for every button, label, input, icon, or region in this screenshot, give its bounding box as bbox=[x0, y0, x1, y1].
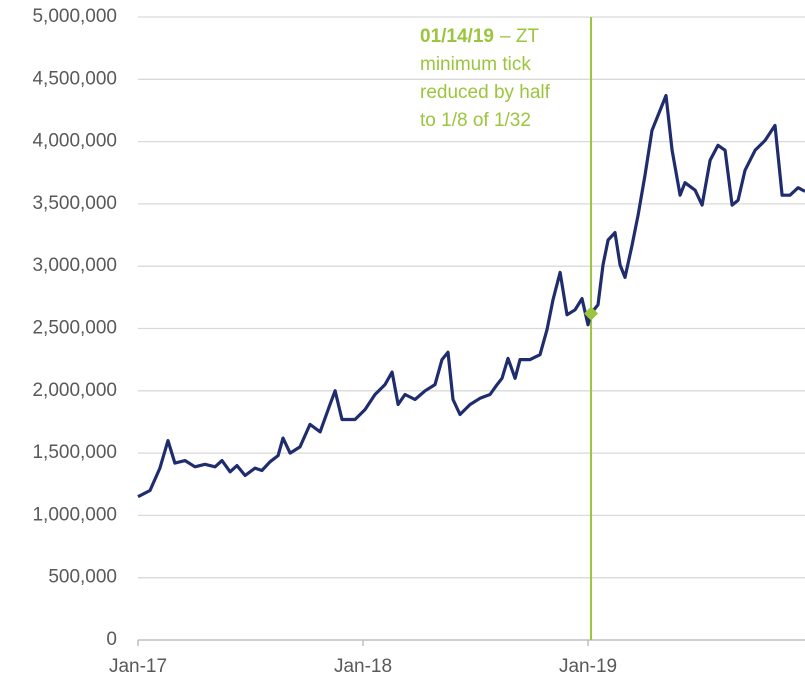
x-tick-label: Jan-18 bbox=[334, 656, 392, 677]
y-tick-label: 500,000 bbox=[48, 567, 117, 588]
y-tick-label: 1,000,000 bbox=[32, 504, 117, 525]
x-tick-label: Jan-19 bbox=[559, 656, 617, 677]
annotation-line-text: – ZT bbox=[500, 26, 539, 47]
series-line bbox=[137, 93, 805, 499]
y-tick-label: 5,000,000 bbox=[32, 6, 117, 27]
annotation-marker bbox=[584, 306, 599, 321]
x-tick-label: Jan-17 bbox=[109, 656, 167, 677]
annotation-text: reduced by half bbox=[420, 82, 551, 103]
annotation-date: 01/14/19 bbox=[420, 26, 494, 47]
y-tick-label: 4,000,000 bbox=[32, 131, 117, 152]
annotation-text: 01/14/19 – ZT bbox=[420, 26, 539, 47]
annotation-text: to 1/8 of 1/32 bbox=[420, 110, 531, 131]
y-tick-label: 4,500,000 bbox=[32, 68, 117, 89]
y-tick-label: 0 bbox=[106, 629, 117, 650]
y-tick-label: 2,000,000 bbox=[32, 380, 117, 401]
y-tick-label: 1,500,000 bbox=[32, 442, 117, 463]
y-tick-label: 3,000,000 bbox=[32, 255, 117, 276]
y-tick-label: 3,500,000 bbox=[32, 193, 117, 214]
y-tick-label: 2,500,000 bbox=[32, 318, 117, 339]
annotation-text: minimum tick bbox=[420, 54, 531, 75]
